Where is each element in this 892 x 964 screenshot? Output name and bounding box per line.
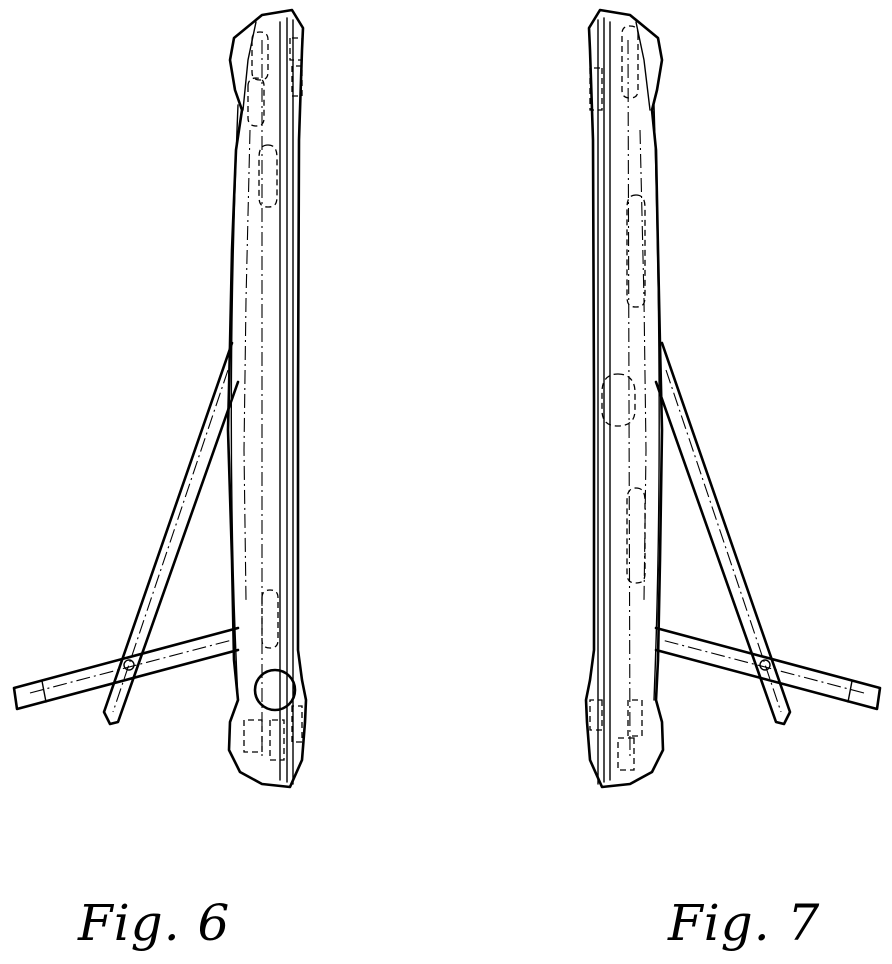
figure-7-label: Fig. 7 (668, 894, 820, 952)
fig-7-side-view (586, 10, 880, 787)
fig-6-device-body (228, 10, 306, 787)
fig-7-pivot-pin (760, 660, 770, 670)
fig-6-round-button (255, 670, 295, 710)
fig-6-pivot-pin (124, 660, 134, 670)
fig-7-device-body (586, 10, 663, 787)
figure-6-label: Fig. 6 (78, 894, 230, 952)
fig-6-side-view (14, 10, 306, 787)
